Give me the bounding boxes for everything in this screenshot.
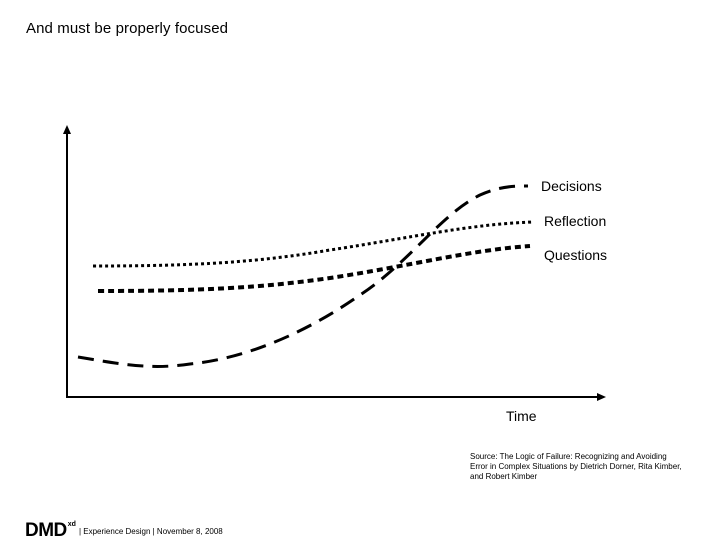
footer: DMD xd | Experience Design | November 8,… bbox=[25, 520, 223, 541]
dmd-logo: DMD bbox=[25, 520, 67, 541]
reflection-label: Reflection bbox=[544, 213, 606, 229]
dmd-logo-superscript: xd bbox=[67, 520, 76, 528]
questions-label: Questions bbox=[544, 247, 607, 263]
x-axis-arrow bbox=[597, 393, 606, 401]
decisions-label: Decisions bbox=[541, 178, 602, 194]
decisions-curve bbox=[77, 184, 529, 368]
y-axis-arrow bbox=[63, 125, 71, 134]
footer-text: | Experience Design | November 8, 2008 bbox=[78, 526, 223, 536]
reflection-curve bbox=[92, 220, 534, 268]
time-axis-label: Time bbox=[506, 408, 537, 424]
questions-curve bbox=[97, 244, 531, 293]
slide-title: And must be properly focused bbox=[26, 20, 229, 37]
source-note: Source: The Logic of Failure: Recognizin… bbox=[470, 452, 682, 481]
